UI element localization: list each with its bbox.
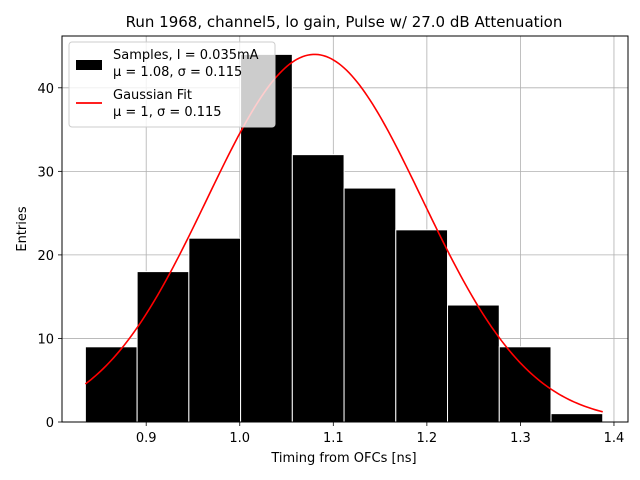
histogram-bar [84,346,138,423]
x-tick-label: 1.1 [323,431,344,446]
legend-box [68,41,276,128]
histogram-bar [498,346,552,423]
y-tick-label: 20 [37,249,54,264]
legend-samples-line2: μ = 1.08, σ = 0.115 [113,65,242,80]
histogram-bar [343,187,397,423]
legend-samples-line1: Samples, I = 0.035mA [113,48,259,63]
y-axis-label: Entries [15,206,30,252]
x-axis-label: Timing from OFCs [ns] [270,451,416,466]
x-tick-label: 1.3 [510,431,531,446]
histogram-bar [188,237,242,423]
chart-title: Run 1968, channel5, lo gain, Pulse w/ 27… [126,13,563,31]
histogram-bar [395,229,449,423]
histogram-bar [291,154,345,423]
legend-fit-line1: Gaussian Fit [113,88,192,103]
legend: Samples, I = 0.035mA μ = 1.08, σ = 0.115… [68,41,276,128]
y-tick-label: 0 [46,416,54,431]
x-tick-label: 1.4 [604,431,625,446]
y-tick-label: 30 [37,165,54,180]
y-axis-ticks: 0 10 20 30 40 [37,82,62,431]
legend-samples-swatch [76,60,102,70]
y-tick-label: 40 [37,82,54,97]
histogram-bar [447,304,500,423]
gaussian-fit-curve [84,53,603,413]
x-tick-label: 0.9 [136,431,157,446]
legend-fit-line2: μ = 1, σ = 0.115 [113,105,222,120]
x-tick-label: 1.2 [417,431,438,446]
x-axis-ticks: 0.9 1.0 1.1 1.2 1.3 1.4 [136,422,624,446]
histogram-bars [84,53,604,423]
y-tick-label: 10 [37,332,54,347]
x-tick-label: 1.0 [229,431,250,446]
plot-frame [61,35,629,423]
histogram-bar [136,271,190,423]
histogram-bar [550,413,604,423]
gaussian-fit-layer [84,53,603,413]
